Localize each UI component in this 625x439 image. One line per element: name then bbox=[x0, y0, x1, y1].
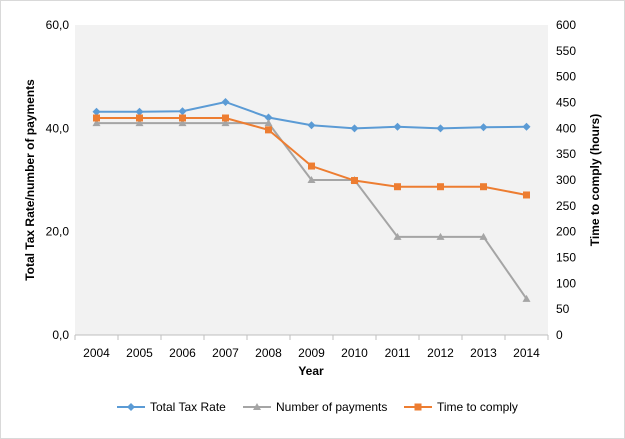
series-time-to-comply bbox=[93, 114, 530, 199]
y-left-tick-labels: 0,0 20,0 40,0 60,0 bbox=[46, 18, 70, 342]
y-right-tick-label: 0 bbox=[556, 328, 563, 342]
x-tick-label: 2009 bbox=[298, 346, 325, 360]
legend-label-number-of-payments: Number of payments bbox=[276, 400, 387, 414]
data-point-total-tax-rate bbox=[522, 122, 531, 131]
x-tick-label: 2004 bbox=[83, 346, 110, 360]
legend: Total Tax Rate Number of payments Time to … bbox=[117, 400, 518, 414]
y-right-tick-label: 400 bbox=[556, 121, 576, 135]
data-point-total-tax-rate bbox=[350, 124, 359, 133]
y-right-tick-label: 500 bbox=[556, 70, 576, 84]
data-point-number-of-payments bbox=[264, 119, 273, 127]
data-point-total-tax-rate bbox=[436, 124, 445, 133]
data-point-total-tax-rate bbox=[393, 122, 402, 131]
data-point-time-to-comply bbox=[480, 183, 487, 191]
y-right-tick-label: 300 bbox=[556, 173, 576, 187]
data-point-number-of-payments bbox=[479, 232, 488, 240]
data-point-total-tax-rate bbox=[307, 121, 316, 130]
data-point-number-of-payments bbox=[307, 176, 316, 183]
data-point-time-to-comply bbox=[437, 183, 444, 191]
y-left-tick-label: 20,0 bbox=[46, 225, 70, 239]
data-point-total-tax-rate bbox=[264, 113, 273, 122]
y-right-tick-label: 450 bbox=[556, 96, 576, 110]
legend-item-total-tax-rate: Total Tax Rate bbox=[117, 400, 226, 414]
y-left-tick-label: 60,0 bbox=[46, 18, 70, 32]
legend-marker-time-to-comply bbox=[414, 403, 422, 411]
data-point-total-tax-rate bbox=[135, 107, 144, 116]
data-point-time-to-comply bbox=[222, 114, 229, 122]
data-point-number-of-payments bbox=[221, 119, 230, 127]
y-left-tick-label: 0,0 bbox=[52, 328, 69, 342]
data-point-number-of-payments bbox=[92, 119, 101, 127]
series-layer bbox=[92, 97, 531, 302]
data-point-time-to-comply bbox=[351, 177, 358, 185]
x-tick-label: 2014 bbox=[513, 346, 540, 360]
x-tick-marks bbox=[74, 335, 549, 340]
data-point-time-to-comply bbox=[265, 126, 272, 134]
y-right-tick-label: 50 bbox=[556, 302, 570, 316]
x-tick-label: 2010 bbox=[341, 346, 368, 360]
x-tick-label: 2008 bbox=[255, 346, 282, 360]
y-right-tick-label: 200 bbox=[556, 225, 576, 239]
x-tick-label: 2012 bbox=[427, 346, 454, 360]
x-tick-label: 2013 bbox=[470, 346, 497, 360]
y-right-axis-title: Time to comply (hours) bbox=[588, 114, 602, 246]
data-point-time-to-comply bbox=[308, 162, 315, 170]
y-right-tick-label: 100 bbox=[556, 276, 576, 290]
y-right-tick-label: 150 bbox=[556, 251, 576, 265]
data-point-total-tax-rate bbox=[221, 97, 230, 106]
data-point-number-of-payments bbox=[436, 232, 445, 240]
legend-marker-number-of-payments bbox=[253, 403, 261, 410]
y-right-tick-label: 350 bbox=[556, 147, 576, 161]
y-right-tick-label: 250 bbox=[556, 199, 576, 213]
data-point-number-of-payments bbox=[135, 119, 144, 127]
y-left-tick-label: 40,0 bbox=[46, 121, 70, 135]
y-right-tick-label: 550 bbox=[556, 44, 576, 58]
data-point-time-to-comply bbox=[523, 191, 530, 199]
legend-item-number-of-payments: Number of payments bbox=[243, 400, 387, 414]
data-point-number-of-payments bbox=[178, 119, 187, 127]
series-total-tax-rate bbox=[92, 97, 531, 133]
y-left-axis-title: Total Tax Rate/number of payments bbox=[23, 79, 37, 281]
x-axis-title: Year bbox=[298, 364, 324, 378]
data-point-time-to-comply bbox=[136, 114, 143, 122]
legend-label-total-tax-rate: Total Tax Rate bbox=[150, 400, 226, 414]
data-point-time-to-comply bbox=[179, 114, 186, 122]
legend-item-time-to-comply: Time to comply bbox=[404, 400, 518, 414]
data-point-time-to-comply bbox=[93, 114, 100, 122]
x-tick-labels: 2004 2005 2006 2007 2008 2009 2010 2011 2012 2013… bbox=[83, 346, 540, 360]
y-right-tick-labels: 0 50 100 150 200 250 300 350 400 450 500 550 600 bbox=[556, 18, 576, 342]
data-point-total-tax-rate bbox=[479, 123, 488, 132]
data-point-total-tax-rate bbox=[92, 107, 101, 116]
legend-marker-total-tax-rate bbox=[127, 403, 135, 411]
data-point-total-tax-rate bbox=[178, 107, 187, 116]
x-tick-label: 2007 bbox=[212, 346, 239, 360]
data-point-number-of-payments bbox=[522, 294, 531, 302]
data-point-number-of-payments bbox=[393, 232, 402, 240]
x-tick-label: 2006 bbox=[169, 346, 196, 360]
x-tick-label: 2005 bbox=[126, 346, 153, 360]
y-right-tick-label: 600 bbox=[556, 18, 576, 32]
x-tick-label: 2011 bbox=[385, 346, 411, 360]
data-point-time-to-comply bbox=[394, 183, 401, 191]
legend-label-time-to-comply: Time to comply bbox=[437, 400, 518, 414]
